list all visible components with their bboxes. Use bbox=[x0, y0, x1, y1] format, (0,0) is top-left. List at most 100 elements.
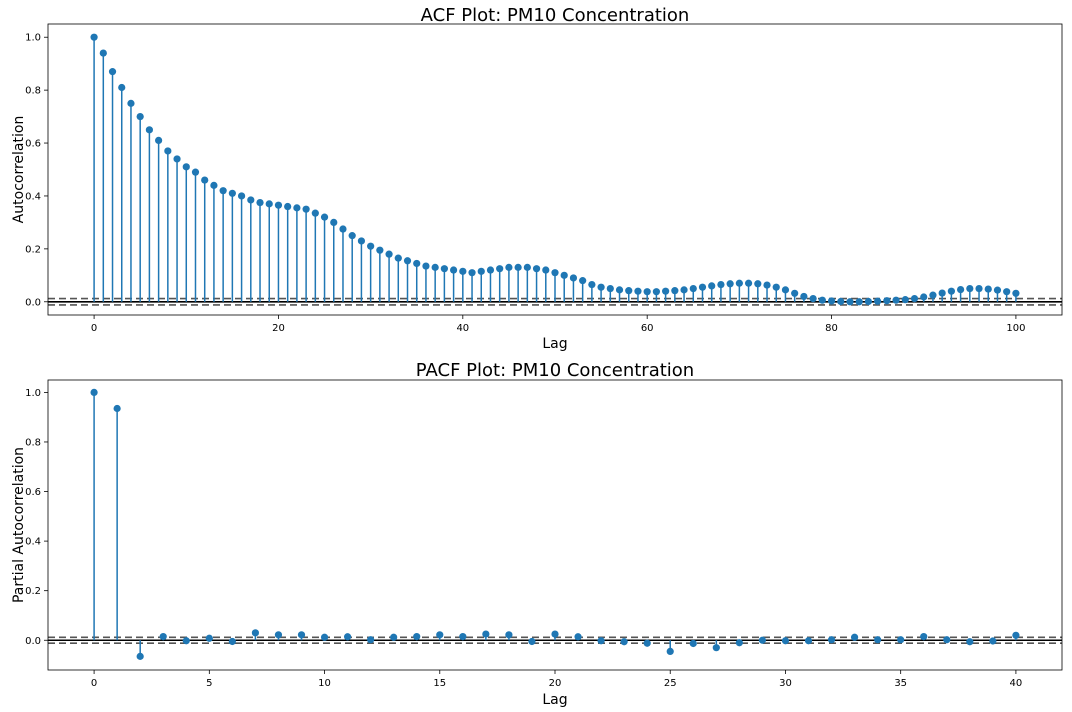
stem-marker bbox=[274, 631, 283, 639]
y-tick-label: 0.0 bbox=[25, 297, 41, 308]
stem-marker bbox=[436, 631, 444, 639]
stem-marker bbox=[698, 283, 707, 291]
stem-marker bbox=[210, 181, 218, 189]
stem-marker bbox=[256, 198, 264, 207]
y-tick-label: 1.0 bbox=[25, 33, 41, 44]
stem-marker bbox=[781, 286, 790, 294]
stem-marker bbox=[850, 633, 859, 641]
stem-marker bbox=[809, 294, 817, 303]
chart-panel-pacf: PACF Plot: PM10 Concentration 0.0 0.2 0.4 0.… bbox=[11, 360, 1063, 708]
stem-marker bbox=[431, 263, 439, 271]
stem-marker bbox=[560, 271, 568, 279]
stem-marker bbox=[496, 265, 504, 273]
stem-marker bbox=[343, 633, 352, 641]
stem-marker bbox=[205, 634, 213, 642]
stem-marker bbox=[883, 297, 891, 305]
stem-marker bbox=[528, 637, 536, 646]
stem-marker bbox=[385, 250, 393, 258]
y-axis-label: Partial Autocorrelation bbox=[11, 447, 27, 603]
y-tick-label: 0.2 bbox=[25, 586, 41, 597]
stem-marker bbox=[90, 33, 98, 41]
stem-marker bbox=[874, 297, 882, 305]
y-tick-label: 0.8 bbox=[25, 86, 41, 97]
stem-marker bbox=[191, 168, 200, 176]
stem-marker bbox=[482, 630, 490, 638]
stem-marker bbox=[652, 288, 661, 296]
stem-marker bbox=[440, 265, 448, 273]
chart-panel-acf: ACF Plot: PM10 Concentration 0.0 0.2 0.4 0.6… bbox=[11, 5, 1063, 352]
stem-marker bbox=[320, 633, 329, 641]
stem-marker bbox=[735, 279, 743, 287]
stem-marker bbox=[781, 637, 790, 645]
stem-marker bbox=[597, 637, 605, 645]
stem-marker bbox=[376, 246, 384, 254]
stem-marker bbox=[666, 647, 674, 656]
y-tick-label: 0.2 bbox=[25, 244, 41, 255]
stem-marker bbox=[662, 287, 670, 295]
stem-marker bbox=[330, 218, 338, 227]
stem-marker bbox=[763, 281, 771, 289]
stem-marker bbox=[984, 285, 992, 293]
stem-marker bbox=[251, 629, 260, 637]
stem-marker bbox=[127, 99, 135, 107]
x-tick-label: 10 bbox=[318, 678, 331, 689]
stem-marker bbox=[569, 274, 578, 282]
stem-marker bbox=[800, 292, 808, 301]
stem-marker bbox=[265, 200, 273, 208]
x-tick-label: 0 bbox=[91, 678, 97, 689]
stem-marker bbox=[320, 213, 329, 221]
x-axis-label: Lag bbox=[542, 336, 567, 352]
stem-marker bbox=[943, 636, 951, 644]
stem-marker bbox=[422, 262, 430, 270]
stem-marker bbox=[367, 636, 375, 644]
stem-marker bbox=[219, 187, 227, 195]
chart-title: ACF Plot: PM10 Concentration bbox=[421, 5, 690, 26]
stem-marker bbox=[689, 284, 697, 293]
stem-marker bbox=[159, 632, 167, 641]
stem-marker bbox=[413, 259, 421, 268]
stem-marker bbox=[274, 201, 283, 209]
stem-marker bbox=[938, 289, 946, 297]
x-tick-label: 35 bbox=[894, 678, 907, 689]
y-axis-label: Autocorrelation bbox=[11, 116, 27, 224]
y-tick-label: 0.8 bbox=[25, 437, 41, 448]
y-tick-label: 0.4 bbox=[25, 537, 41, 548]
stem-marker bbox=[855, 298, 863, 306]
x-tick-label: 15 bbox=[433, 678, 446, 689]
x-tick-label: 20 bbox=[549, 678, 562, 689]
stem-marker bbox=[910, 294, 919, 303]
stem-marker bbox=[182, 163, 190, 171]
stem-marker bbox=[459, 267, 467, 275]
plot-frame bbox=[47, 23, 1063, 316]
x-tick-label: 100 bbox=[1006, 323, 1025, 334]
stem-marker bbox=[735, 639, 743, 647]
y-tick-label: 0.6 bbox=[25, 487, 41, 498]
stem-marker bbox=[615, 286, 624, 294]
stem-marker bbox=[136, 112, 144, 121]
stem-marker bbox=[643, 639, 651, 647]
stem-marker bbox=[90, 388, 98, 396]
stem-marker bbox=[113, 404, 121, 413]
stem-marker bbox=[827, 636, 836, 644]
stem-marker bbox=[712, 644, 720, 652]
stem-marker bbox=[136, 652, 144, 660]
stem-marker bbox=[505, 631, 513, 639]
stem-marker bbox=[708, 282, 716, 290]
stem-marker bbox=[247, 196, 255, 204]
stem-marker bbox=[145, 126, 153, 134]
stem-marker bbox=[523, 263, 531, 271]
stem-marker bbox=[957, 286, 965, 294]
stem-marker bbox=[772, 283, 780, 291]
stem-marker bbox=[99, 49, 107, 57]
stem-marker bbox=[164, 147, 172, 155]
stem-marker bbox=[413, 632, 421, 641]
stem-marker bbox=[897, 636, 905, 644]
stem-marker bbox=[542, 266, 550, 274]
x-tick-label: 40 bbox=[1010, 678, 1023, 689]
stem-marker bbox=[182, 637, 190, 645]
stem-marker bbox=[634, 287, 642, 295]
stem-marker bbox=[864, 297, 873, 306]
x-tick-label: 80 bbox=[825, 323, 838, 334]
stem-marker bbox=[108, 68, 117, 76]
